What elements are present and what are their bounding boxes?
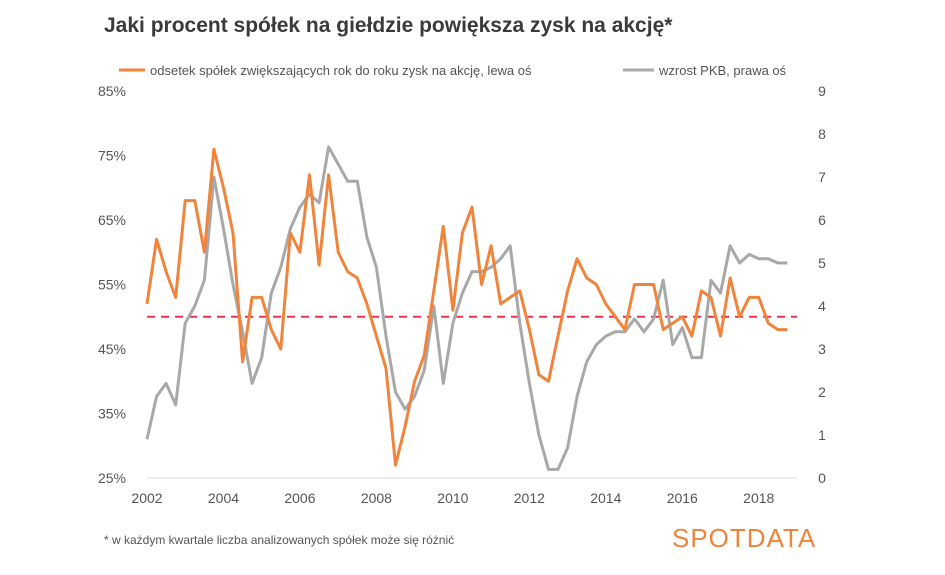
series-line-eps-share xyxy=(147,149,787,465)
chart-area: odsetek spółek zwiększających rok do rok… xyxy=(0,0,945,575)
right-tick-label: 1 xyxy=(818,427,826,443)
right-tick-label: 3 xyxy=(818,341,826,357)
right-tick-label: 4 xyxy=(818,298,826,314)
right-axis: 0 1 2 3 4 5 6 7 8 9 xyxy=(818,83,826,486)
x-tick-label: 2008 xyxy=(361,490,392,506)
legend: odsetek spółek zwiększających rok do rok… xyxy=(119,63,787,78)
series-line-gdp xyxy=(147,147,787,470)
right-tick-label: 6 xyxy=(818,212,826,228)
x-tick-label: 2002 xyxy=(131,490,162,506)
left-tick-label: 45% xyxy=(98,341,126,357)
left-tick-label: 55% xyxy=(98,277,126,293)
x-tick-label: 2010 xyxy=(437,490,468,506)
right-tick-label: 7 xyxy=(818,169,826,185)
x-tick-label: 2006 xyxy=(284,490,315,506)
left-axis: 25% 35% 45% 55% 65% 75% 85% xyxy=(98,83,126,486)
left-tick-label: 25% xyxy=(98,470,126,486)
right-tick-label: 0 xyxy=(818,470,826,486)
x-tick-label: 2012 xyxy=(514,490,545,506)
x-tick-label: 2014 xyxy=(590,490,621,506)
right-tick-label: 8 xyxy=(818,126,826,142)
right-tick-label: 5 xyxy=(818,255,826,271)
x-tick-label: 2004 xyxy=(208,490,239,506)
footnote: * w każdym kwartale liczba analizowanych… xyxy=(104,533,454,547)
legend-label-series-0: odsetek spółek zwiększających rok do rok… xyxy=(150,63,532,78)
legend-label-series-1: wzrost PKB, prawa oś xyxy=(658,63,787,78)
x-axis: 2002 2004 2006 2008 2010 2012 2014 2016 2018 xyxy=(131,490,774,506)
x-tick-label: 2016 xyxy=(667,490,698,506)
right-tick-label: 9 xyxy=(818,83,826,99)
left-tick-label: 75% xyxy=(98,148,126,164)
spotdata-logo: SPOTDATA xyxy=(672,523,816,554)
left-tick-label: 65% xyxy=(98,212,126,228)
left-tick-label: 35% xyxy=(98,406,126,422)
left-tick-label: 85% xyxy=(98,83,126,99)
x-tick-label: 2018 xyxy=(743,490,774,506)
right-tick-label: 2 xyxy=(818,384,826,400)
